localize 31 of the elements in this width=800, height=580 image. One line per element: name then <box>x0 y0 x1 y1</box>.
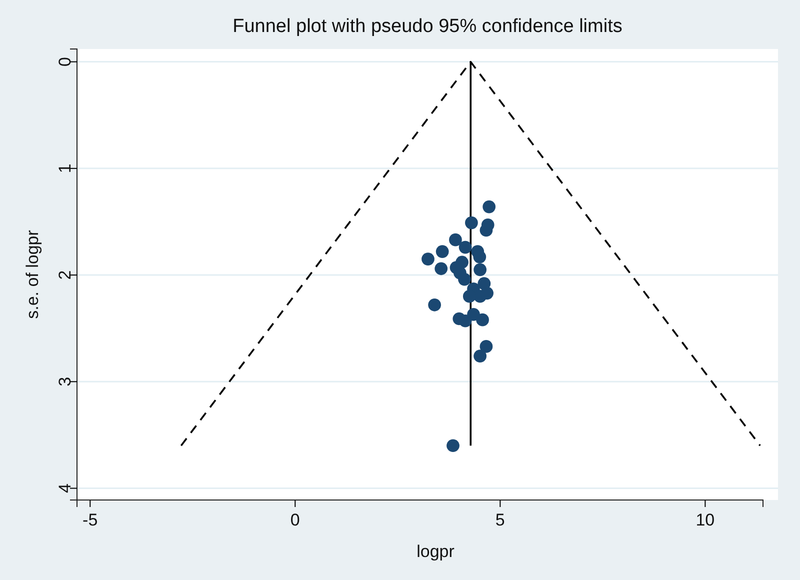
point <box>467 308 480 321</box>
point <box>428 298 441 312</box>
point <box>480 286 494 300</box>
point <box>474 263 487 276</box>
point <box>473 250 486 264</box>
point <box>462 290 476 303</box>
y-axis-title: s.e. of logpr <box>23 230 42 319</box>
y-tick-label: 2 <box>55 270 74 280</box>
x-tick-label: 0 <box>290 510 300 530</box>
x-tick-label: 10 <box>696 510 715 530</box>
y-tick-label: 0 <box>55 57 74 67</box>
point <box>446 439 460 452</box>
point <box>458 240 472 254</box>
y-tick-label: 1 <box>55 164 74 174</box>
point <box>465 216 478 230</box>
point <box>434 262 448 276</box>
chart-title: Funnel plot with pseudo 95% confidence limits <box>232 16 622 37</box>
y-tick-label: 3 <box>55 376 74 386</box>
x-axis-title: logpr <box>416 542 455 561</box>
y-tick-label: 4 <box>55 484 74 494</box>
point <box>476 313 489 326</box>
point <box>480 340 493 353</box>
point <box>458 272 471 286</box>
point <box>436 245 449 258</box>
point <box>422 252 434 266</box>
x-tick-label: 5 <box>495 510 505 530</box>
x-tick-label: -5 <box>82 510 98 530</box>
point <box>480 224 493 237</box>
point <box>474 350 487 362</box>
point <box>482 200 496 214</box>
point <box>449 233 462 246</box>
